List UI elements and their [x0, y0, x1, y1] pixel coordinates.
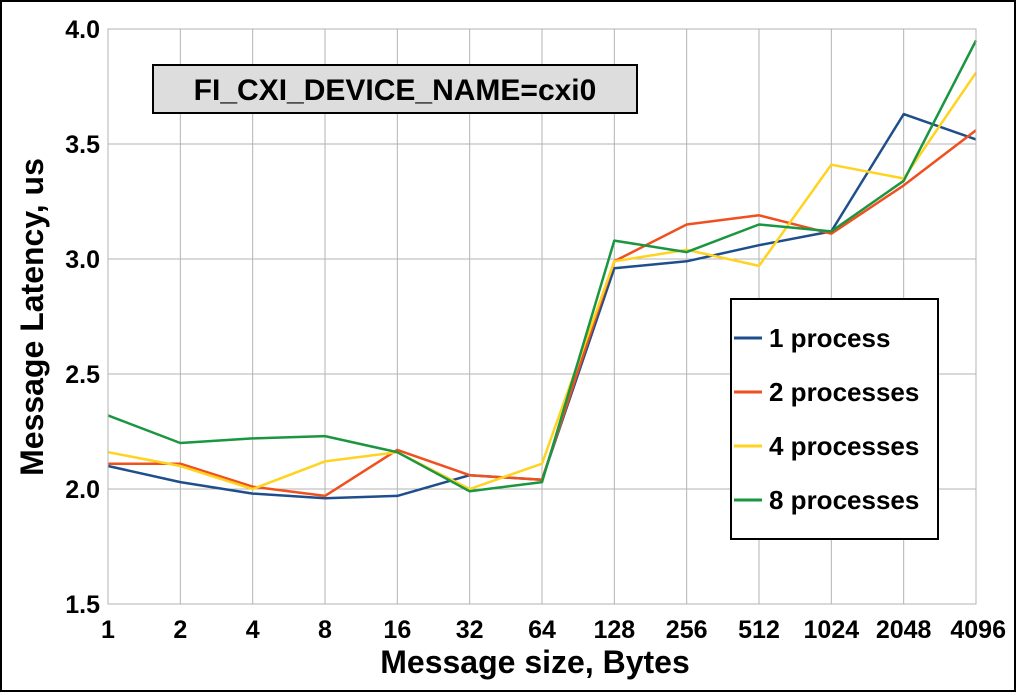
- y-axis-title: Message Latency, us: [14, 158, 50, 476]
- x-tick-label: 4: [246, 616, 260, 644]
- y-tick-label: 2.0: [65, 476, 100, 504]
- series-lines: [107, 39, 978, 500]
- x-tick-label: 256: [666, 616, 708, 644]
- x-tick-label: 64: [528, 616, 556, 644]
- x-tick-labels: 1 2 4 8 16 32 64 128 256 512 1024 2048 4096: [101, 616, 1006, 644]
- y-tick-label: 4.0: [65, 16, 100, 44]
- legend-label-1-process: 1 process: [769, 323, 890, 353]
- series-line-8-processes: [107, 39, 978, 493]
- legend-box: [730, 298, 939, 540]
- x-tick-label: 128: [593, 616, 635, 644]
- chart-title: FI_CXI_DEVICE_NAME=cxi0: [194, 74, 597, 107]
- y-tick-label: 3.5: [65, 131, 100, 159]
- x-tick-label: 2: [173, 616, 187, 644]
- legend-label-2-processes: 2 processes: [769, 377, 919, 407]
- x-tick-label: 2048: [876, 616, 932, 644]
- series-line-4-processes: [107, 71, 978, 491]
- chart-title-box: FI_CXI_DEVICE_NAME=cxi0: [152, 64, 638, 114]
- y-tick-label: 1.5: [65, 591, 100, 619]
- plot-area: [107, 28, 977, 605]
- x-tick-label: 1024: [804, 616, 860, 644]
- legend-label-4-processes: 4 processes: [769, 431, 919, 461]
- chart-title-background: [152, 64, 638, 114]
- x-tick-label: 16: [383, 616, 411, 644]
- x-tick-label: 32: [456, 616, 484, 644]
- x-axis-title: Message size, Bytes: [380, 644, 690, 680]
- y-tick-labels: 1.5 2.0 2.5 3.0 3.5 4.0: [65, 16, 100, 619]
- y-tick-label: 2.5: [65, 361, 100, 389]
- x-tick-label: 4096: [950, 616, 1006, 644]
- x-tick-label: 8: [318, 616, 332, 644]
- x-tick-label: 512: [738, 616, 780, 644]
- x-tick-label: 1: [101, 616, 115, 644]
- legend-label-8-processes: 8 processes: [769, 485, 919, 515]
- legend: 1 process 2 processes 4 processes 8 process…: [730, 298, 939, 540]
- y-tick-label: 3.0: [65, 246, 100, 274]
